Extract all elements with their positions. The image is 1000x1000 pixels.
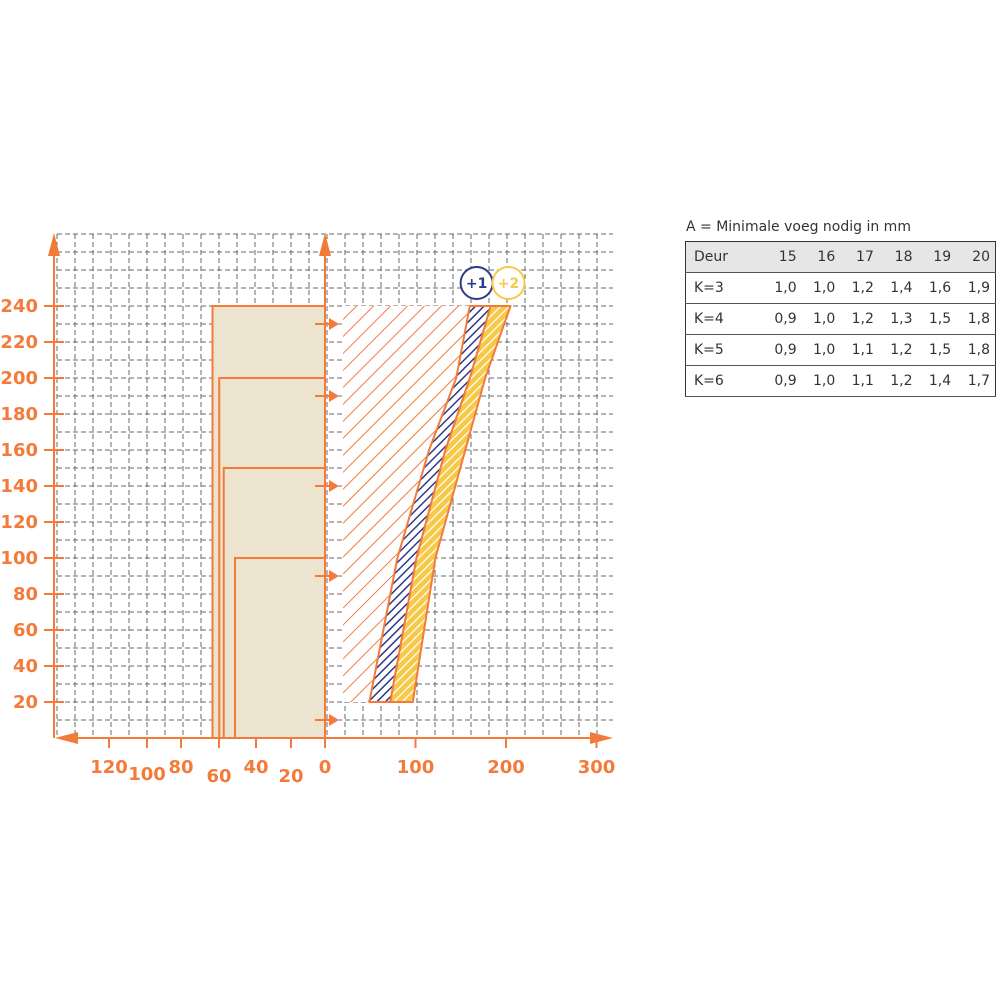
table-cell-gap: 1,6 xyxy=(917,272,957,304)
table-caption: A = Minimale voeg nodig in mm xyxy=(686,219,911,235)
zone-marker-arrow-icon xyxy=(329,318,339,330)
table-body: K=3 1,0 1,0 1,2 1,4 1,6 1,9 K=4 0,9 1,0 1,2 1,3 1,5 1… xyxy=(685,272,996,397)
table-cell-gap: 1,9 xyxy=(956,272,996,304)
y-tick-label: 40 xyxy=(13,656,38,677)
x-tick-label-left: 20 xyxy=(278,766,303,787)
y-tick-label: 140 xyxy=(0,476,38,497)
zone-outline xyxy=(222,467,325,738)
table-cell-gap: 1,0 xyxy=(763,272,802,304)
table-cell-gap: 1,2 xyxy=(840,303,879,335)
table-header-thickness: 17 xyxy=(840,241,879,273)
y-tick-label: 100 xyxy=(0,548,38,569)
table-cell-gap: 1,2 xyxy=(878,334,918,366)
table-cell-gap: 1,2 xyxy=(878,365,918,397)
table-row: K=4 0,9 1,0 1,2 1,3 1,5 1,8 xyxy=(685,303,996,335)
table-header-door: Deur xyxy=(685,241,763,273)
table-header-thickness: 20 xyxy=(956,241,996,273)
y-tick-label: 200 xyxy=(0,368,38,389)
x-axis-right-arrow-icon xyxy=(590,732,613,744)
gap-areas: +1 +2 xyxy=(343,266,526,703)
table-row: K=3 1,0 1,0 1,2 1,4 1,6 1,9 xyxy=(685,272,996,304)
y-tick-label: 180 xyxy=(0,404,38,425)
table-cell-gap: 1,8 xyxy=(956,334,996,366)
table-cell-gap: 1,5 xyxy=(917,303,957,335)
table-header-thickness: 18 xyxy=(878,241,918,273)
table-cell-k: K=4 xyxy=(685,303,763,335)
axes xyxy=(44,233,613,748)
table-cell-k: K=3 xyxy=(685,272,763,304)
x-tick-label-left: 40 xyxy=(243,757,268,778)
table-header-thickness: 16 xyxy=(801,241,841,273)
y-axis-left-arrow-icon xyxy=(48,233,60,256)
table-row: K=6 0,9 1,0 1,1 1,2 1,4 1,7 xyxy=(685,365,996,397)
table-cell-gap: 1,0 xyxy=(801,303,841,335)
x-tick-label-right: 200 xyxy=(487,757,525,778)
zone-marker-arrow-icon xyxy=(329,714,339,726)
table-cell-k: K=5 xyxy=(685,334,763,366)
zone-fill xyxy=(212,306,325,738)
x-tick-label-left: 60 xyxy=(206,766,231,787)
x-tick-label-left: 80 xyxy=(168,757,193,778)
table-cell-gap: 1,7 xyxy=(956,365,996,397)
y-tick-label: 120 xyxy=(0,512,38,533)
table-header-row: Deur 15 16 17 18 19 20 xyxy=(685,241,996,273)
table-row: K=5 0,9 1,0 1,1 1,2 1,5 1,8 xyxy=(685,334,996,366)
table-header-thickness: 19 xyxy=(917,241,957,273)
zone-marker-arrow-icon xyxy=(329,480,339,492)
x-tick-label-right: 300 xyxy=(578,757,616,778)
y-tick-label: 60 xyxy=(13,620,38,641)
x-tick-label-left: 0 xyxy=(319,757,332,778)
table-cell-gap: 1,0 xyxy=(801,334,841,366)
table-cell-k: K=6 xyxy=(685,365,763,397)
zone-outline xyxy=(218,377,325,738)
table-cell-gap: 0,9 xyxy=(763,334,802,366)
zone-outline xyxy=(234,557,325,738)
table-cell-gap: 1,2 xyxy=(840,272,879,304)
x-tick-label-left: 100 xyxy=(128,764,166,785)
series-badge-label: +1 xyxy=(466,276,487,292)
table-cell-gap: 1,4 xyxy=(878,272,918,304)
table-cell-gap: 1,8 xyxy=(956,303,996,335)
x-tick-label-right: 100 xyxy=(397,757,435,778)
zone-marker-arrow-icon xyxy=(329,570,339,582)
table-cell-gap: 1,0 xyxy=(801,272,841,304)
series-badge-label: +2 xyxy=(498,276,519,292)
table-cell-gap: 1,3 xyxy=(878,303,918,335)
door-gap-chart: +1 +2 20406080100120140160180200220240120… xyxy=(0,233,615,787)
table-cell-gap: 1,5 xyxy=(917,334,957,366)
table-header-thickness: 15 xyxy=(763,241,802,273)
table-cell-gap: 1,0 xyxy=(801,365,841,397)
zone-outline xyxy=(211,305,325,738)
y-tick-label: 80 xyxy=(13,584,38,605)
table-cell-gap: 0,9 xyxy=(763,303,802,335)
y-tick-label: 20 xyxy=(13,692,38,713)
x-axis-left-arrow-icon xyxy=(55,732,78,744)
y-axis-center-arrow-icon xyxy=(319,233,331,256)
zone-marker-arrow-icon xyxy=(329,390,339,402)
y-tick-label: 220 xyxy=(0,332,38,353)
series-band-plus-1 xyxy=(368,305,492,703)
height-zones xyxy=(211,305,339,738)
y-tick-label: 160 xyxy=(0,440,38,461)
y-tick-label: 240 xyxy=(0,296,38,317)
table-cell-gap: 1,1 xyxy=(840,334,879,366)
table-cell-gap: 0,9 xyxy=(763,365,802,397)
forbidden-area xyxy=(343,306,470,702)
table-cell-gap: 1,4 xyxy=(917,365,957,397)
series-badge xyxy=(491,266,526,300)
x-tick-label-left: 120 xyxy=(90,757,128,778)
table-cell-gap: 1,1 xyxy=(840,365,879,397)
gap-table: Deur 15 16 17 18 19 20 K=3 1,0 1,0 1,2 1,4 1,6 1,9 K=… xyxy=(685,241,996,397)
